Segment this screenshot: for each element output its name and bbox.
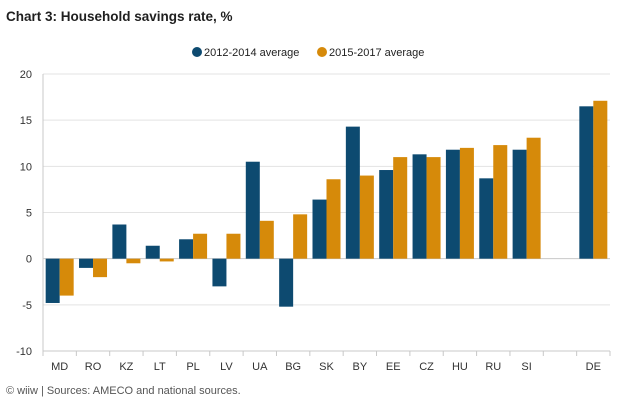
bar-2-bg [293,214,308,259]
bar-2-sk [326,179,341,259]
x-tick-label: RU [485,361,501,373]
x-tick-label: UA [252,361,268,373]
bar-2-kz [126,258,141,264]
bar-2-si [526,137,541,259]
bar-2-lv [226,233,241,259]
bar-2-ee [393,157,408,259]
bar-1-ua [245,161,260,259]
bar-1-hu [445,149,460,259]
legend-label-2: 2015-2017 average [329,47,424,59]
chart-title: Chart 3: Household savings rate, % [6,9,233,24]
x-tick-label: EE [386,361,401,373]
x-tick-label: BG [285,361,301,373]
x-tick-label: CZ [419,361,434,373]
x-tick-label: BY [353,361,368,373]
bar-1-md [45,258,60,303]
bar-2-by [359,175,374,259]
x-axis: MD RO KZ LT PL LV UA BG SK BY EE CZ HU RU SI DE [42,350,611,373]
bar-1-by [345,126,360,259]
legend-marker-2 [317,47,327,57]
bar-2-pl [193,233,208,259]
x-tick-label: PL [186,361,199,373]
bar-2-lt [159,258,174,262]
x-tick-label: LT [154,361,166,373]
bar-1-de [579,106,594,259]
bar-2-md [59,258,74,296]
y-tick-label: 20 [20,69,32,81]
bar-2-ro [93,258,108,278]
x-tick-label: LV [220,361,233,373]
x-tick-label: HU [452,361,468,373]
y-tick-label: 10 [20,161,32,173]
bar-1-ru [479,178,494,259]
bar-2-hu [459,147,474,259]
bar-1-lv [212,258,227,287]
bar-series [45,100,608,307]
bar-1-kz [112,224,127,259]
bar-1-bg [279,258,294,307]
x-tick-label: SK [319,361,334,373]
y-axis: 20 15 10 5 0 -5 -10 [16,69,44,358]
bar-2-ua [259,220,274,259]
bar-1-sk [312,199,327,259]
bar-2-cz [426,157,441,259]
y-tick-label: -10 [16,346,32,358]
chart-legend: 2012-2014 average 2015-2017 average [192,47,424,59]
x-tick-label: KZ [119,361,133,373]
x-tick-label: DE [586,361,601,373]
bar-1-ro [79,258,94,268]
legend-label-1: 2012-2014 average [204,47,299,59]
bar-2-ru [493,145,508,259]
x-tick-label: RO [85,361,102,373]
bar-2-de [593,100,608,259]
bar-1-ee [379,170,394,259]
y-tick-label: 0 [26,254,32,266]
bar-1-lt [145,245,160,259]
legend-marker-1 [192,47,202,57]
bar-1-si [512,149,527,259]
y-tick-label: 15 [20,115,32,127]
y-tick-label: -5 [22,300,32,312]
bar-1-cz [412,154,427,259]
bar-1-pl [179,239,194,259]
y-tick-label: 5 [26,208,32,220]
source-note: © wiiw | Sources: AMECO and national sou… [6,385,241,397]
x-tick-label: MD [51,361,68,373]
x-tick-label: SI [521,361,531,373]
